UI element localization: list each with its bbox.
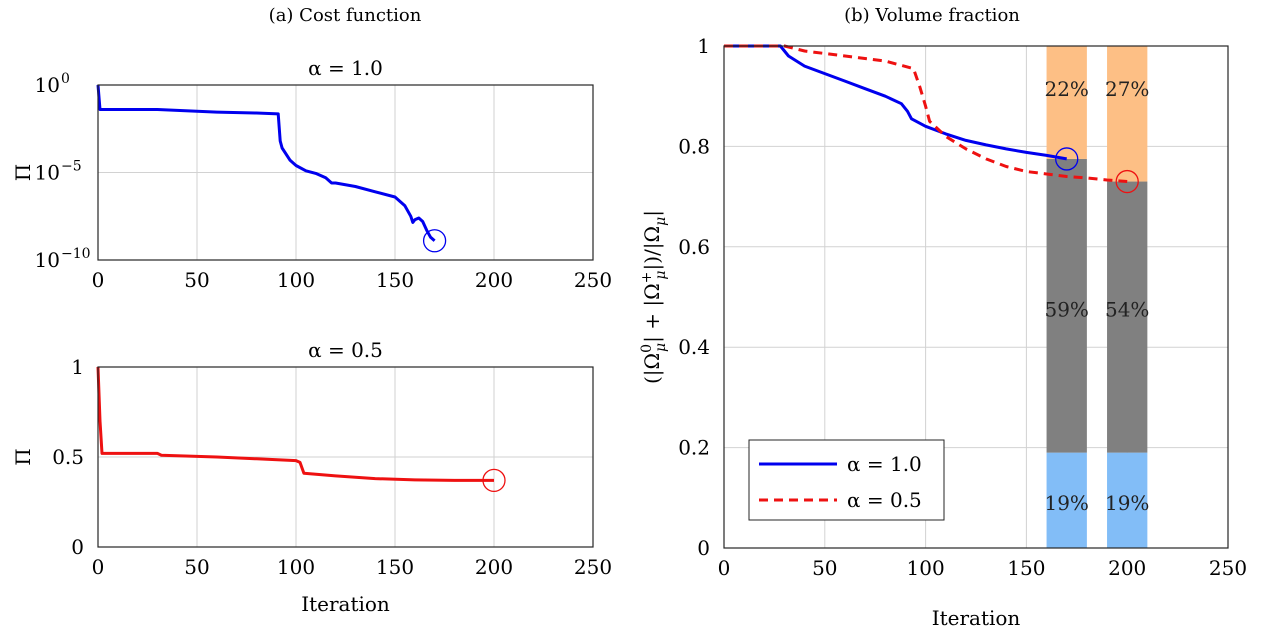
plot-frame <box>97 84 594 261</box>
y-tick-label: 0.5 <box>52 445 84 469</box>
y-tick-exponent: −10 <box>61 246 91 262</box>
series-line <box>724 44 1067 161</box>
bar-percent-label: 19% <box>1044 491 1088 515</box>
y-tick-label: 0 <box>697 536 710 560</box>
y-axis-label: Π <box>11 448 35 465</box>
end-marker <box>1055 147 1079 171</box>
x-tick-label: 200 <box>1108 556 1146 580</box>
end-marker <box>1115 169 1139 194</box>
x-axis-label: Iteration <box>301 592 390 616</box>
y-axis-label-part: μ <box>653 343 669 352</box>
x-tick-label: 150 <box>376 268 414 292</box>
stacked-bar-segment <box>1046 158 1087 453</box>
bar-percent-label: 27% <box>1105 77 1149 101</box>
plot-volume-fraction: 0 50 100 150 200 250 0 0.2 0.4 0.6 0.8 1 Iteration (|… <box>639 34 1247 630</box>
y-axis-label-part: 0 <box>639 344 655 353</box>
x-tick-label: 0 <box>92 268 105 292</box>
y-tick-label: 0.6 <box>678 235 710 259</box>
x-axis-label: Iteration <box>932 606 1021 630</box>
plot-cost-alpha-05: 0 50 100 150 200 250 α = 0.5 0 0.5 1 Π Iteration <box>11 338 612 616</box>
stacked-bar-segment <box>1046 452 1087 548</box>
y-tick-label: 10 <box>35 161 60 185</box>
legend: α = 1.0 α = 0.5 <box>748 439 945 521</box>
x-tick-label: 50 <box>184 555 209 579</box>
y-axis-label-part: |)/|Ω <box>640 226 665 271</box>
x-tick-label: 0 <box>718 556 731 580</box>
stacked-bar-segment <box>1107 46 1148 182</box>
y-tick-label: 0.8 <box>678 134 710 158</box>
y-axis-label-part: | <box>640 210 665 217</box>
y-tick-label: 1 <box>697 34 710 58</box>
y-axis-label-part: μ <box>653 270 669 279</box>
x-tick-label: 100 <box>277 268 315 292</box>
y-tick-label: 10 <box>35 248 60 272</box>
plot-frame <box>97 366 594 548</box>
x-tick-label: 200 <box>475 268 513 292</box>
bar-percent-label: 19% <box>1105 491 1149 515</box>
plot-frame <box>723 45 1229 549</box>
end-marker <box>422 229 447 253</box>
y-axis-label-part: + <box>639 272 655 284</box>
series-line <box>96 366 494 482</box>
y-tick-label: 0 <box>71 535 84 559</box>
x-tick-label: 150 <box>1007 556 1045 580</box>
x-tick-label: 150 <box>376 555 414 579</box>
x-tick-label: 0 <box>92 555 105 579</box>
plot-title: α = 0.5 <box>308 338 383 362</box>
caption-right: (b) Volume fraction <box>844 5 1020 26</box>
y-axis-label-part: | + |Ω <box>640 283 665 343</box>
x-tick-label: 50 <box>812 556 837 580</box>
x-tick-label: 250 <box>574 268 612 292</box>
end-marker <box>482 468 506 493</box>
stacked-bar-segment <box>1107 181 1148 453</box>
legend-entry: α = 0.5 <box>847 488 922 512</box>
y-axis-label-part: μ <box>653 217 669 226</box>
bar-percent-label: 54% <box>1105 298 1149 322</box>
legend-box <box>748 439 945 521</box>
x-tick-label: 100 <box>907 556 945 580</box>
caption-left: (a) Cost function <box>269 5 422 26</box>
y-tick-label: 0.4 <box>678 335 710 359</box>
legend-entry: α = 1.0 <box>847 452 922 476</box>
x-tick-label: 250 <box>1209 556 1247 580</box>
plot-title: α = 1.0 <box>308 56 383 80</box>
y-axis-label-part: (|Ω <box>640 353 665 384</box>
y-tick-exponent: 0 <box>61 71 70 87</box>
y-tick-label: 0.2 <box>678 436 710 460</box>
x-tick-label: 50 <box>184 268 209 292</box>
series-line <box>724 44 1128 183</box>
bar-percent-label: 22% <box>1044 77 1088 101</box>
bar-percent-label: 59% <box>1044 298 1088 322</box>
y-tick-label: 1 <box>71 355 84 379</box>
stacked-bar-segment <box>1107 452 1148 548</box>
stacked-bar-segment <box>1046 46 1087 159</box>
y-tick-label: 10 <box>35 73 60 97</box>
x-tick-label: 100 <box>277 555 315 579</box>
x-tick-label: 250 <box>574 555 612 579</box>
series-line <box>96 84 436 242</box>
y-axis-label: Π <box>11 164 35 181</box>
y-tick-exponent: −5 <box>61 159 82 175</box>
y-axis-label: (|Ω0μ| + |Ω+μ|)/|Ωμ| <box>639 210 669 384</box>
x-tick-label: 200 <box>475 555 513 579</box>
